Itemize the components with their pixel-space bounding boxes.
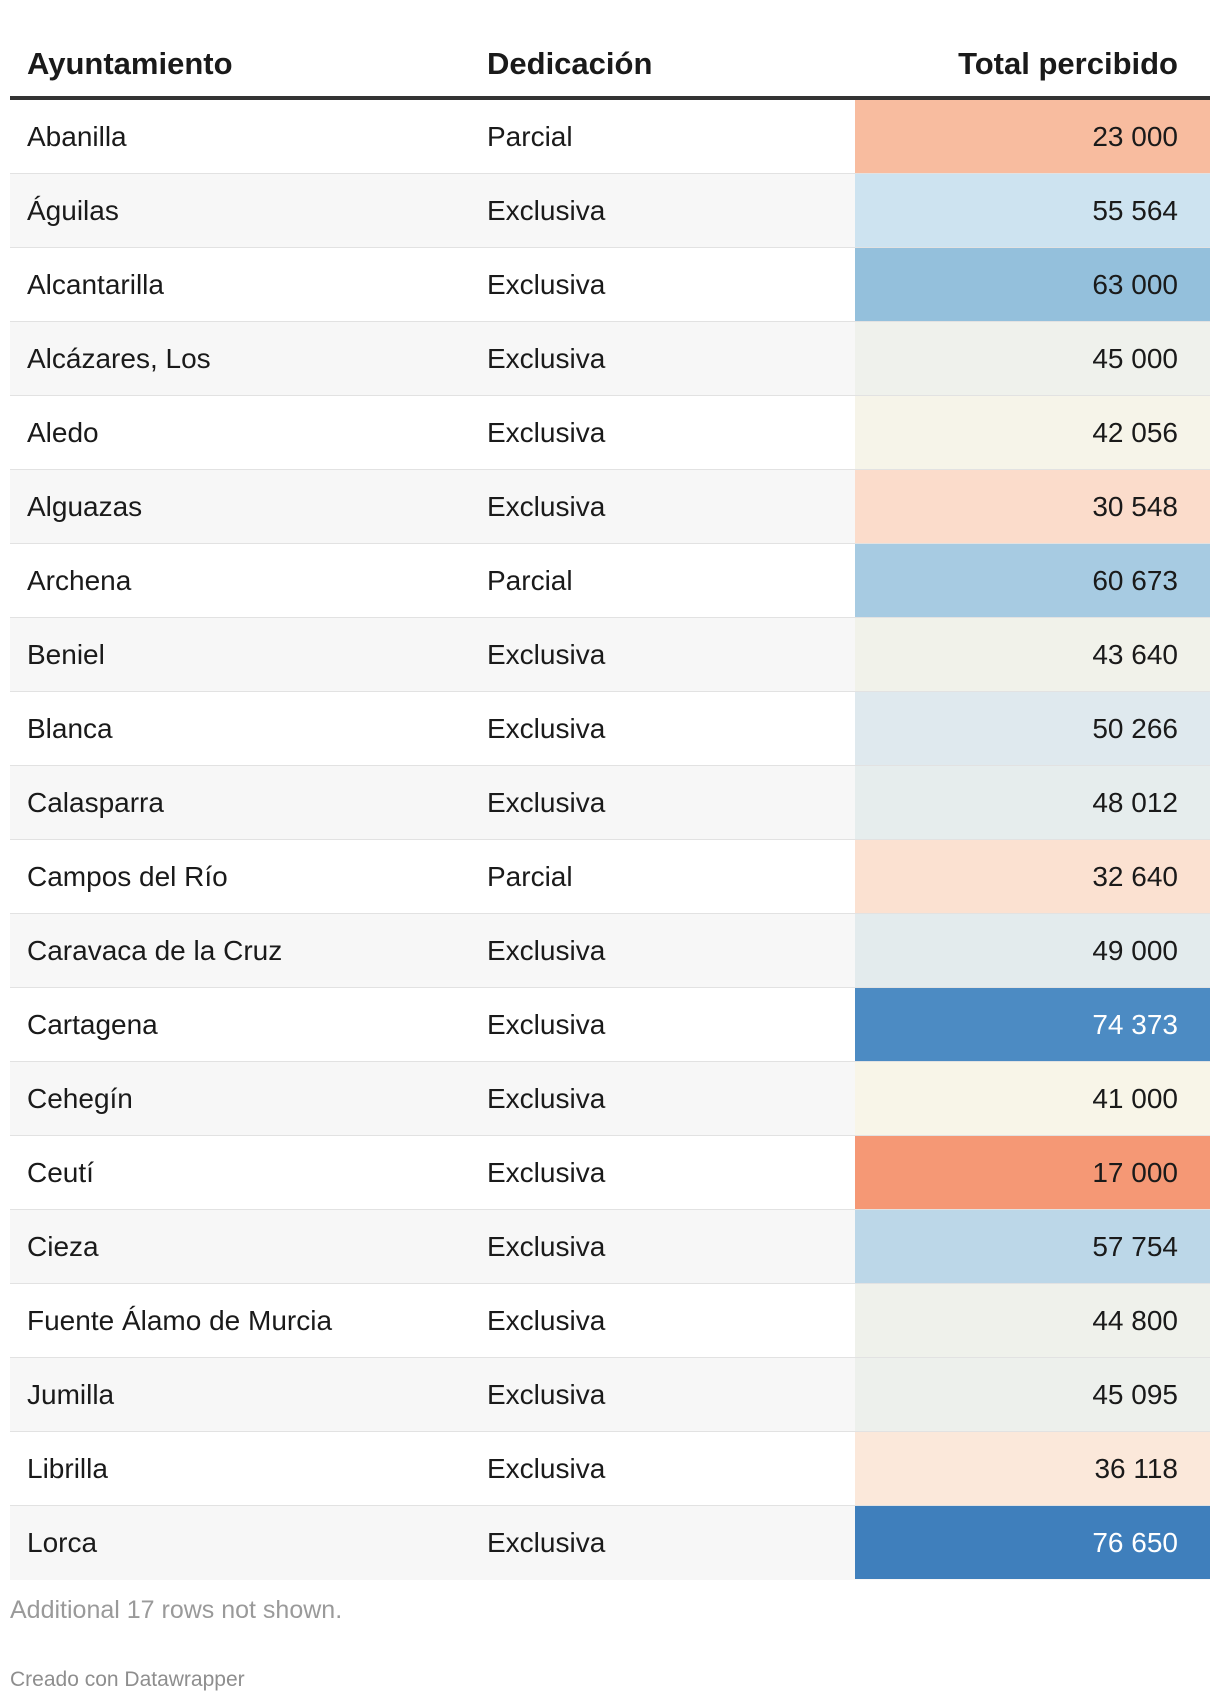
table-row: Alguazas Exclusiva 30 548 — [10, 470, 1210, 544]
cell-ayuntamiento: Cartagena — [27, 1009, 158, 1040]
cell-total-percibido: 55 564 — [855, 174, 1210, 247]
table-row: Cartagena Exclusiva 74 373 — [10, 988, 1210, 1062]
table-row: Águilas Exclusiva 55 564 — [10, 174, 1210, 248]
cell-dedicacion: Exclusiva — [487, 343, 606, 374]
table-row: Alcantarilla Exclusiva 63 000 — [10, 248, 1210, 322]
cell-total-percibido: 76 650 — [855, 1506, 1210, 1579]
cell-total-percibido: 63 000 — [855, 248, 1210, 321]
column-header-dedicacion[interactable]: Dedicación — [487, 46, 653, 81]
table-row: Ceutí Exclusiva 17 000 — [10, 1136, 1210, 1210]
column-header-ayuntamiento[interactable]: Ayuntamiento — [27, 46, 233, 81]
cell-dedicacion: Exclusiva — [487, 1379, 606, 1410]
rows-not-shown-note: Additional 17 rows not shown. — [10, 1596, 343, 1624]
cell-dedicacion: Exclusiva — [487, 1157, 606, 1188]
cell-total-percibido: 50 266 — [855, 692, 1210, 765]
cell-dedicacion: Exclusiva — [487, 787, 606, 818]
table-row: Fuente Álamo de Murcia Exclusiva 44 800 — [10, 1284, 1210, 1358]
cell-total-percibido: 57 754 — [855, 1210, 1210, 1283]
cell-dedicacion: Exclusiva — [487, 713, 606, 744]
table-header: Ayuntamiento Dedicación Total percibido — [10, 0, 1210, 100]
cell-dedicacion: Exclusiva — [487, 417, 606, 448]
table-row: Aledo Exclusiva 42 056 — [10, 396, 1210, 470]
cell-ayuntamiento: Cehegín — [27, 1083, 133, 1114]
cell-dedicacion: Exclusiva — [487, 1083, 606, 1114]
cell-total-percibido: 45 000 — [855, 322, 1210, 395]
cell-ayuntamiento: Calasparra — [27, 787, 164, 818]
cell-dedicacion: Parcial — [487, 565, 573, 596]
table-row: Cehegín Exclusiva 41 000 — [10, 1062, 1210, 1136]
cell-total-percibido: 43 640 — [855, 618, 1210, 691]
cell-total-percibido: 44 800 — [855, 1284, 1210, 1357]
cell-ayuntamiento: Abanilla — [27, 121, 127, 152]
cell-ayuntamiento: Alguazas — [27, 491, 143, 522]
cell-ayuntamiento: Campos del Río — [27, 861, 228, 892]
cell-ayuntamiento: Alcantarilla — [27, 269, 164, 300]
cell-ayuntamiento: Caravaca de la Cruz — [27, 935, 283, 966]
cell-dedicacion: Exclusiva — [487, 491, 606, 522]
cell-total-percibido: 30 548 — [855, 470, 1210, 543]
data-table: Ayuntamiento Dedicación Total percibido … — [10, 0, 1210, 1580]
cell-total-percibido: 32 640 — [855, 840, 1210, 913]
table-row: Lorca Exclusiva 76 650 — [10, 1506, 1210, 1580]
cell-ayuntamiento: Águilas — [27, 195, 119, 226]
cell-dedicacion: Exclusiva — [487, 269, 606, 300]
cell-ayuntamiento: Ceutí — [27, 1157, 94, 1188]
cell-dedicacion: Exclusiva — [487, 1305, 606, 1336]
datawrapper-credit[interactable]: Creado con Datawrapper — [10, 1668, 245, 1691]
cell-dedicacion: Exclusiva — [487, 1009, 606, 1040]
cell-ayuntamiento: Archena — [27, 565, 132, 596]
cell-total-percibido: 48 012 — [855, 766, 1210, 839]
table-row: Calasparra Exclusiva 48 012 — [10, 766, 1210, 840]
table-row: Archena Parcial 60 673 — [10, 544, 1210, 618]
table-row: Jumilla Exclusiva 45 095 — [10, 1358, 1210, 1432]
cell-total-percibido: 23 000 — [855, 100, 1210, 173]
cell-total-percibido: 42 056 — [855, 396, 1210, 469]
table-row: Caravaca de la Cruz Exclusiva 49 000 — [10, 914, 1210, 988]
cell-ayuntamiento: Blanca — [27, 713, 113, 744]
cell-ayuntamiento: Librilla — [27, 1453, 108, 1484]
cell-dedicacion: Exclusiva — [487, 935, 606, 966]
column-header-total-percibido[interactable]: Total percibido — [958, 46, 1178, 81]
table-row: Campos del Río Parcial 32 640 — [10, 840, 1210, 914]
table-row: Librilla Exclusiva 36 118 — [10, 1432, 1210, 1506]
cell-total-percibido: 17 000 — [855, 1136, 1210, 1209]
cell-dedicacion: Parcial — [487, 121, 573, 152]
table-row: Abanilla Parcial 23 000 — [10, 100, 1210, 174]
table-row: Blanca Exclusiva 50 266 — [10, 692, 1210, 766]
cell-dedicacion: Parcial — [487, 861, 573, 892]
cell-total-percibido: 45 095 — [855, 1358, 1210, 1431]
table-row: Cieza Exclusiva 57 754 — [10, 1210, 1210, 1284]
cell-dedicacion: Exclusiva — [487, 639, 606, 670]
cell-ayuntamiento: Alcázares, Los — [27, 343, 211, 374]
cell-ayuntamiento: Jumilla — [27, 1379, 115, 1410]
cell-ayuntamiento: Beniel — [27, 639, 105, 670]
table-row: Beniel Exclusiva 43 640 — [10, 618, 1210, 692]
cell-total-percibido: 60 673 — [855, 544, 1210, 617]
cell-ayuntamiento: Aledo — [27, 417, 99, 448]
table-body: Abanilla Parcial 23 000 Águilas Exclusiva 55 … — [10, 100, 1210, 1580]
cell-dedicacion: Exclusiva — [487, 1231, 606, 1262]
cell-ayuntamiento: Lorca — [27, 1527, 98, 1558]
cell-dedicacion: Exclusiva — [487, 1527, 606, 1558]
cell-total-percibido: 36 118 — [855, 1432, 1210, 1505]
cell-ayuntamiento: Cieza — [27, 1231, 99, 1262]
cell-ayuntamiento: Fuente Álamo de Murcia — [27, 1305, 333, 1336]
cell-total-percibido: 74 373 — [855, 988, 1210, 1061]
cell-total-percibido: 41 000 — [855, 1062, 1210, 1135]
cell-dedicacion: Exclusiva — [487, 195, 606, 226]
table-row: Alcázares, Los Exclusiva 45 000 — [10, 322, 1210, 396]
cell-dedicacion: Exclusiva — [487, 1453, 606, 1484]
cell-total-percibido: 49 000 — [855, 914, 1210, 987]
